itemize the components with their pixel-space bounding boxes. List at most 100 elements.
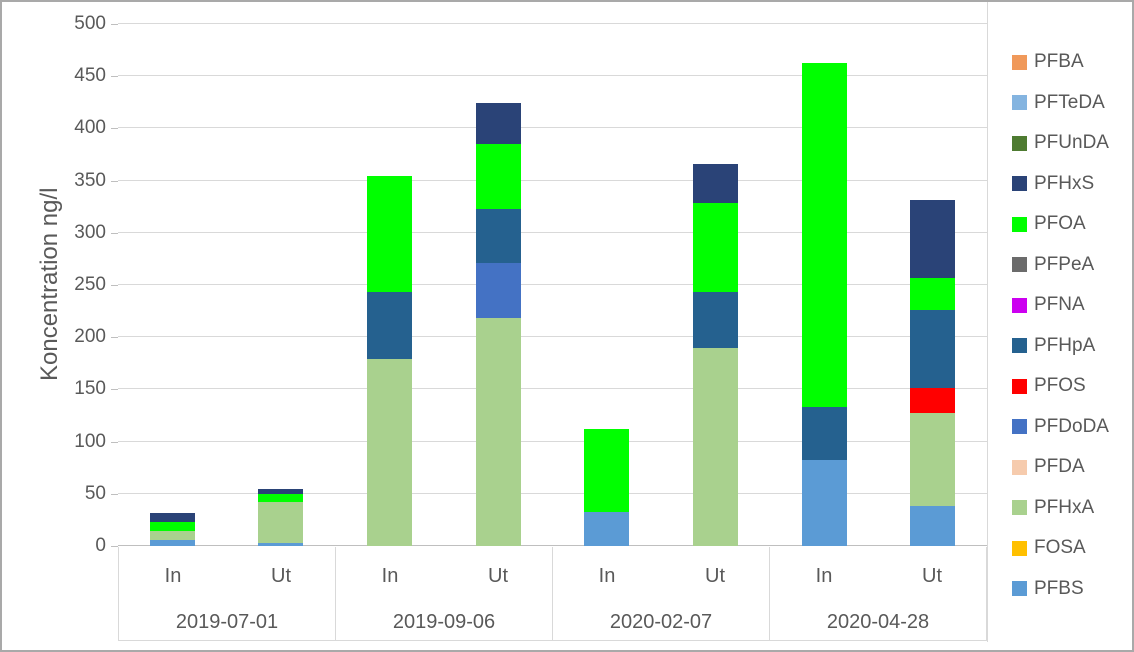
legend-label-PFBA: PFBA: [1034, 51, 1084, 72]
legend-label-FOSA: FOSA: [1034, 537, 1086, 558]
gridline: [118, 440, 987, 442]
x-bar-label-in: In: [164, 565, 182, 587]
y-tick-mark: [111, 493, 118, 495]
bar-segment-PFHpA: [475, 208, 521, 264]
legend-item-PFTeDA: PFTeDA: [1012, 92, 1105, 114]
legend-swatch-PFOA: [1012, 216, 1027, 232]
bar-segment-PFOS: [910, 388, 956, 414]
gridline: [118, 127, 987, 129]
legend-label-PFNA: PFNA: [1034, 294, 1085, 315]
legend-label-PFHxS: PFHxS: [1034, 172, 1095, 194]
legend-item-PFHpA: PFHpA: [1012, 335, 1095, 357]
legend-label-PFUnDA: PFUnDA: [1034, 132, 1109, 153]
legend-item-PFPeA: PFPeA: [1012, 254, 1094, 276]
legend-item-PFHxS: PFHxS: [1012, 173, 1094, 195]
y-tick-label: 400: [74, 117, 106, 139]
x-date-label: 2020-04-28: [826, 611, 930, 633]
x-date-label: 2020-02-07: [609, 611, 713, 633]
legend-item-PFBA: PFBA: [1012, 51, 1084, 73]
x-bar-label-in: In: [815, 565, 833, 587]
bar-segment-PFBS: [149, 539, 195, 546]
bar-segment-PFOA: [910, 277, 956, 311]
bar-segment-PFHxS: [149, 512, 195, 523]
gridline: [118, 336, 987, 338]
legend-label-PFDA: PFDA: [1034, 456, 1085, 477]
y-tick-label: 450: [74, 65, 106, 87]
y-tick-label: 200: [74, 326, 106, 348]
legend-swatch-PFDA: [1012, 459, 1027, 475]
legend-swatch-PFPeA: [1012, 257, 1027, 272]
plot-area: [118, 23, 987, 546]
legend-separator: [987, 2, 988, 642]
legend-item-PFDA: PFDA: [1012, 456, 1085, 478]
bar-segment-PFDoDA: [475, 263, 521, 319]
legend-swatch-PFHxS: [1012, 176, 1027, 191]
x-bar-label-in: In: [381, 565, 399, 587]
legend-swatch-FOSA: [1012, 540, 1027, 556]
legend-swatch-PFBA: [1012, 54, 1027, 70]
y-tick-label: 500: [74, 13, 106, 34]
legend-swatch-PFHpA: [1012, 338, 1027, 353]
bar-segment-PFHxS: [258, 488, 304, 494]
y-tick-label: 0: [95, 535, 106, 556]
y-tick-label: 150: [74, 378, 106, 400]
bar-segment-PFHxA: [475, 318, 521, 546]
legend-swatch-PFBS: [1012, 581, 1027, 596]
y-tick-label: 350: [74, 169, 106, 191]
bar-2019-09-06-Ut: [475, 103, 521, 546]
gridline: [118, 231, 987, 233]
legend-item-PFDoDA: PFDoDA: [1012, 416, 1109, 438]
legend-label-PFBS: PFBS: [1034, 577, 1084, 599]
bar-segment-PFBS: [801, 460, 847, 546]
x-group-2020-04-28: In Ut 2020-04-28: [769, 547, 986, 640]
legend-item-FOSA: FOSA: [1012, 537, 1086, 559]
x-bar-label-in: In: [598, 565, 616, 587]
bar-segment-PFHxA: [258, 502, 304, 543]
legend-swatch-PFHxA: [1012, 500, 1027, 515]
legend-label-PFDoDA: PFDoDA: [1034, 415, 1109, 437]
gridline: [118, 388, 987, 390]
y-tick-mark: [111, 76, 118, 78]
y-tick-mark: [111, 441, 118, 443]
legend-label-PFHxA: PFHxA: [1034, 496, 1095, 518]
legend-label-PFHpA: PFHpA: [1034, 334, 1096, 356]
bar-segment-PFOA: [584, 429, 630, 512]
bar-segment-PFHxS: [475, 103, 521, 145]
legend-label-PFTeDA: PFTeDA: [1034, 91, 1105, 113]
legend-label-PFPeA: PFPeA: [1034, 253, 1095, 275]
x-group-2019-09-06: In Ut 2019-09-06: [335, 547, 552, 640]
y-tick-mark: [111, 232, 118, 234]
x-axis: In Ut 2019-07-01 In Ut 2019-09-06 In Ut 2020-02-…: [118, 547, 987, 641]
legend-swatch-PFNA: [1012, 297, 1027, 313]
y-tick-label: 300: [74, 221, 106, 243]
bar-segment-PFOA: [367, 176, 413, 293]
bar-2020-02-07-Ut: [692, 163, 738, 546]
bar-2020-04-28-Ut: [910, 200, 956, 546]
legend-swatch-PFTeDA: [1012, 95, 1027, 110]
legend-item-PFHxA: PFHxA: [1012, 497, 1094, 519]
bar-segment-PFBS: [584, 511, 630, 546]
bar-segment-PFOA: [475, 144, 521, 209]
bar-segment-PFHpA: [367, 292, 413, 360]
legend-swatch-PFUnDA: [1012, 135, 1027, 151]
bar-segment-PFBS: [910, 506, 956, 546]
gridline: [118, 23, 987, 24]
bar-segment-PFHxS: [692, 163, 738, 203]
x-date-label: 2019-09-06: [392, 611, 496, 633]
legend-swatch-PFDoDA: [1012, 419, 1027, 434]
x-axis-line: [118, 545, 987, 546]
legend-item-PFUnDA: PFUnDA: [1012, 132, 1109, 154]
bar-segment-PFHpA: [692, 292, 738, 348]
legend-item-PFOA: PFOA: [1012, 213, 1086, 235]
bar-segment-PFHpA: [910, 310, 956, 389]
y-tick-mark: [111, 285, 118, 286]
legend-swatch-PFOS: [1012, 378, 1027, 394]
x-bar-label-ut: Ut: [922, 565, 942, 587]
bar-segment-PFOA: [692, 202, 738, 293]
y-tick-mark: [111, 337, 118, 339]
gridline: [118, 179, 987, 181]
bar-segment-PFHxA: [149, 531, 195, 540]
bar-2020-04-28-In: [801, 62, 847, 546]
bar-segment-PFHxA: [910, 413, 956, 507]
